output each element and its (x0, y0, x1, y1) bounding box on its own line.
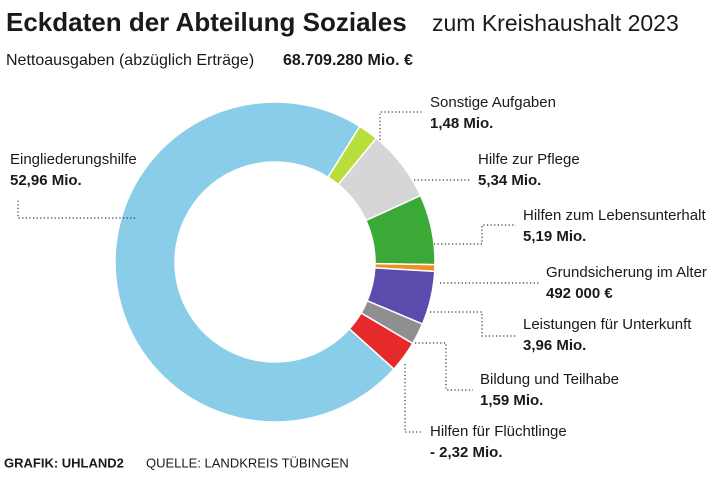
subtitle: Nettoausgaben (abzüglich Erträge) (6, 52, 254, 69)
value-label: 1,48 Mio. (430, 115, 493, 132)
chart-title: Eckdaten der Abteilung Soziales (6, 7, 407, 37)
leader-line (434, 224, 516, 245)
category-label: Leistungen für Unterkunft (523, 316, 692, 333)
total: 68.709.280 Mio. € (283, 52, 413, 69)
category-label: Grundsicherung im Alter (546, 264, 707, 281)
leader-line (404, 364, 423, 433)
category-label: Hilfen für Flüchtlinge (430, 423, 567, 440)
category-label: Bildung und Teilhabe (480, 371, 619, 388)
leader-line (430, 311, 516, 337)
category-label: Hilfen zum Lebensunterhalt (523, 207, 706, 224)
chart-title-suffix: zum Kreishaushalt 2023 (432, 10, 679, 36)
value-label: 5,34 Mio. (478, 172, 541, 189)
donut-slice (114, 101, 395, 423)
value-label: - 2,32 Mio. (430, 444, 503, 461)
value-label: 492 000 € (546, 285, 613, 302)
category-label: Sonstige Aufgaben (430, 94, 556, 111)
value-label: 3,96 Mio. (523, 337, 586, 354)
category-label: Hilfe zur Pflege (478, 151, 580, 168)
leader-line (17, 200, 135, 219)
leader-line (379, 111, 424, 140)
value-label: 5,19 Mio. (523, 228, 586, 245)
category-label: Eingliederungshilfe (10, 151, 137, 168)
credit: GRAFIK: UHLAND2 (4, 455, 124, 470)
value-label: 1,59 Mio. (480, 392, 543, 409)
value-label: 52,96 Mio. (10, 172, 82, 189)
leader-line (415, 342, 473, 391)
source: QUELLE: LANDKREIS TÜBINGEN (146, 455, 349, 470)
